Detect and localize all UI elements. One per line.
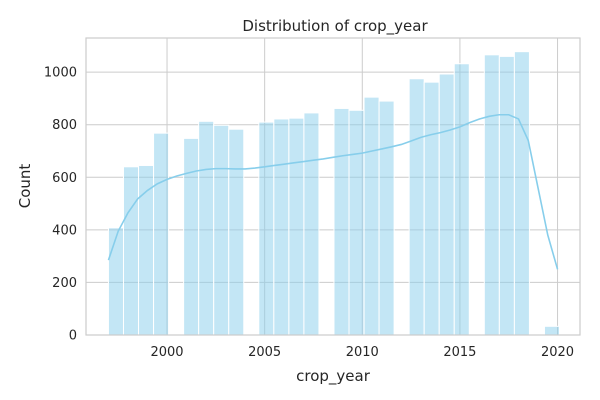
histogram-bar bbox=[348, 109, 365, 336]
plot-frame bbox=[85, 37, 581, 336]
chart-title: Distribution of crop_year bbox=[242, 17, 428, 36]
plot-area bbox=[85, 37, 581, 336]
histogram-bar bbox=[153, 132, 170, 336]
y-tick-label: 0 bbox=[69, 329, 77, 344]
kde-line bbox=[107, 113, 559, 270]
histogram-bar bbox=[122, 166, 140, 336]
histogram-bar bbox=[273, 118, 290, 336]
histogram-bar bbox=[543, 325, 560, 336]
x-axis-ticks: 2000 2005 2010 2015 2020 bbox=[150, 345, 574, 360]
x-tick-label: 2005 bbox=[248, 345, 281, 360]
y-tick-label: 600 bbox=[52, 171, 77, 186]
histogram-bar bbox=[408, 78, 425, 336]
y-axis-label: Count bbox=[16, 164, 34, 209]
x-tick-label: 2015 bbox=[443, 345, 476, 360]
histogram-bar bbox=[483, 54, 500, 336]
histogram-bar bbox=[228, 128, 245, 336]
histogram-bar bbox=[183, 137, 200, 336]
y-tick-label: 800 bbox=[52, 118, 77, 133]
x-axis-label: crop_year bbox=[296, 367, 371, 386]
y-axis-ticks: 0 200 400 600 800 1000 bbox=[44, 66, 77, 344]
histogram-bar bbox=[258, 121, 275, 336]
histogram-bar bbox=[438, 73, 455, 336]
histogram-bar bbox=[288, 117, 305, 336]
histogram-bar bbox=[378, 100, 395, 336]
histogram-bar bbox=[303, 112, 320, 336]
histogram-bar bbox=[333, 107, 350, 336]
y-tick-label: 1000 bbox=[44, 66, 77, 81]
histogram-bar bbox=[498, 55, 515, 336]
histogram-bar bbox=[107, 227, 124, 336]
histogram-bar bbox=[213, 124, 230, 336]
x-tick-label: 2020 bbox=[541, 345, 574, 360]
histogram-bar bbox=[513, 51, 530, 336]
x-tick-label: 2010 bbox=[346, 345, 379, 360]
y-tick-label: 400 bbox=[52, 223, 77, 238]
histogram-bar bbox=[453, 63, 470, 336]
histogram-bar bbox=[423, 81, 440, 336]
histogram-bar bbox=[363, 96, 380, 336]
x-tick-label: 2000 bbox=[150, 345, 183, 360]
histogram-bar bbox=[198, 120, 215, 336]
y-tick-label: 200 bbox=[52, 276, 77, 291]
